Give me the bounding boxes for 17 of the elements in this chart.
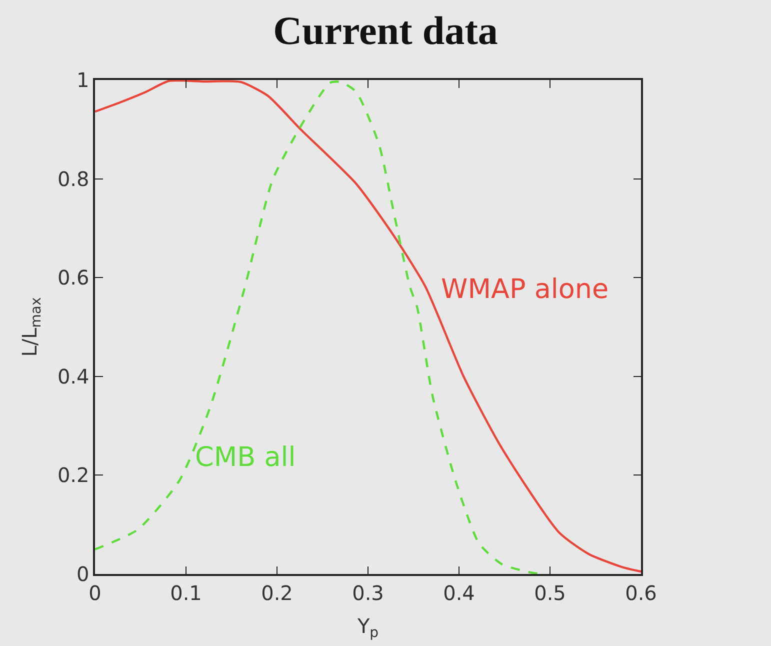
y-tick-label: 0.6 <box>57 266 90 290</box>
chart-title: Current data <box>273 8 498 54</box>
x-tick-label: 0.2 <box>261 580 293 605</box>
y-tick-label: 0 <box>76 562 90 586</box>
y-tick-label: 0.2 <box>57 463 90 488</box>
x-tick-label: 0.3 <box>352 580 384 605</box>
series-label: WMAP alone <box>441 274 609 305</box>
y-tick-label: 1 <box>76 68 90 92</box>
x-tick-label: 0.1 <box>170 580 202 605</box>
x-axis-title: Y$_{p}$ <box>356 614 379 641</box>
line-series <box>95 80 641 573</box>
y-tick-label: 0.4 <box>57 364 90 388</box>
series-label: CMB all <box>195 442 296 473</box>
x-tick-label: 0.6 <box>625 580 657 605</box>
x-tick-label: 0.5 <box>534 580 566 605</box>
x-tick-label: 0.4 <box>443 580 475 605</box>
y-tick-label: 0.8 <box>57 166 90 191</box>
